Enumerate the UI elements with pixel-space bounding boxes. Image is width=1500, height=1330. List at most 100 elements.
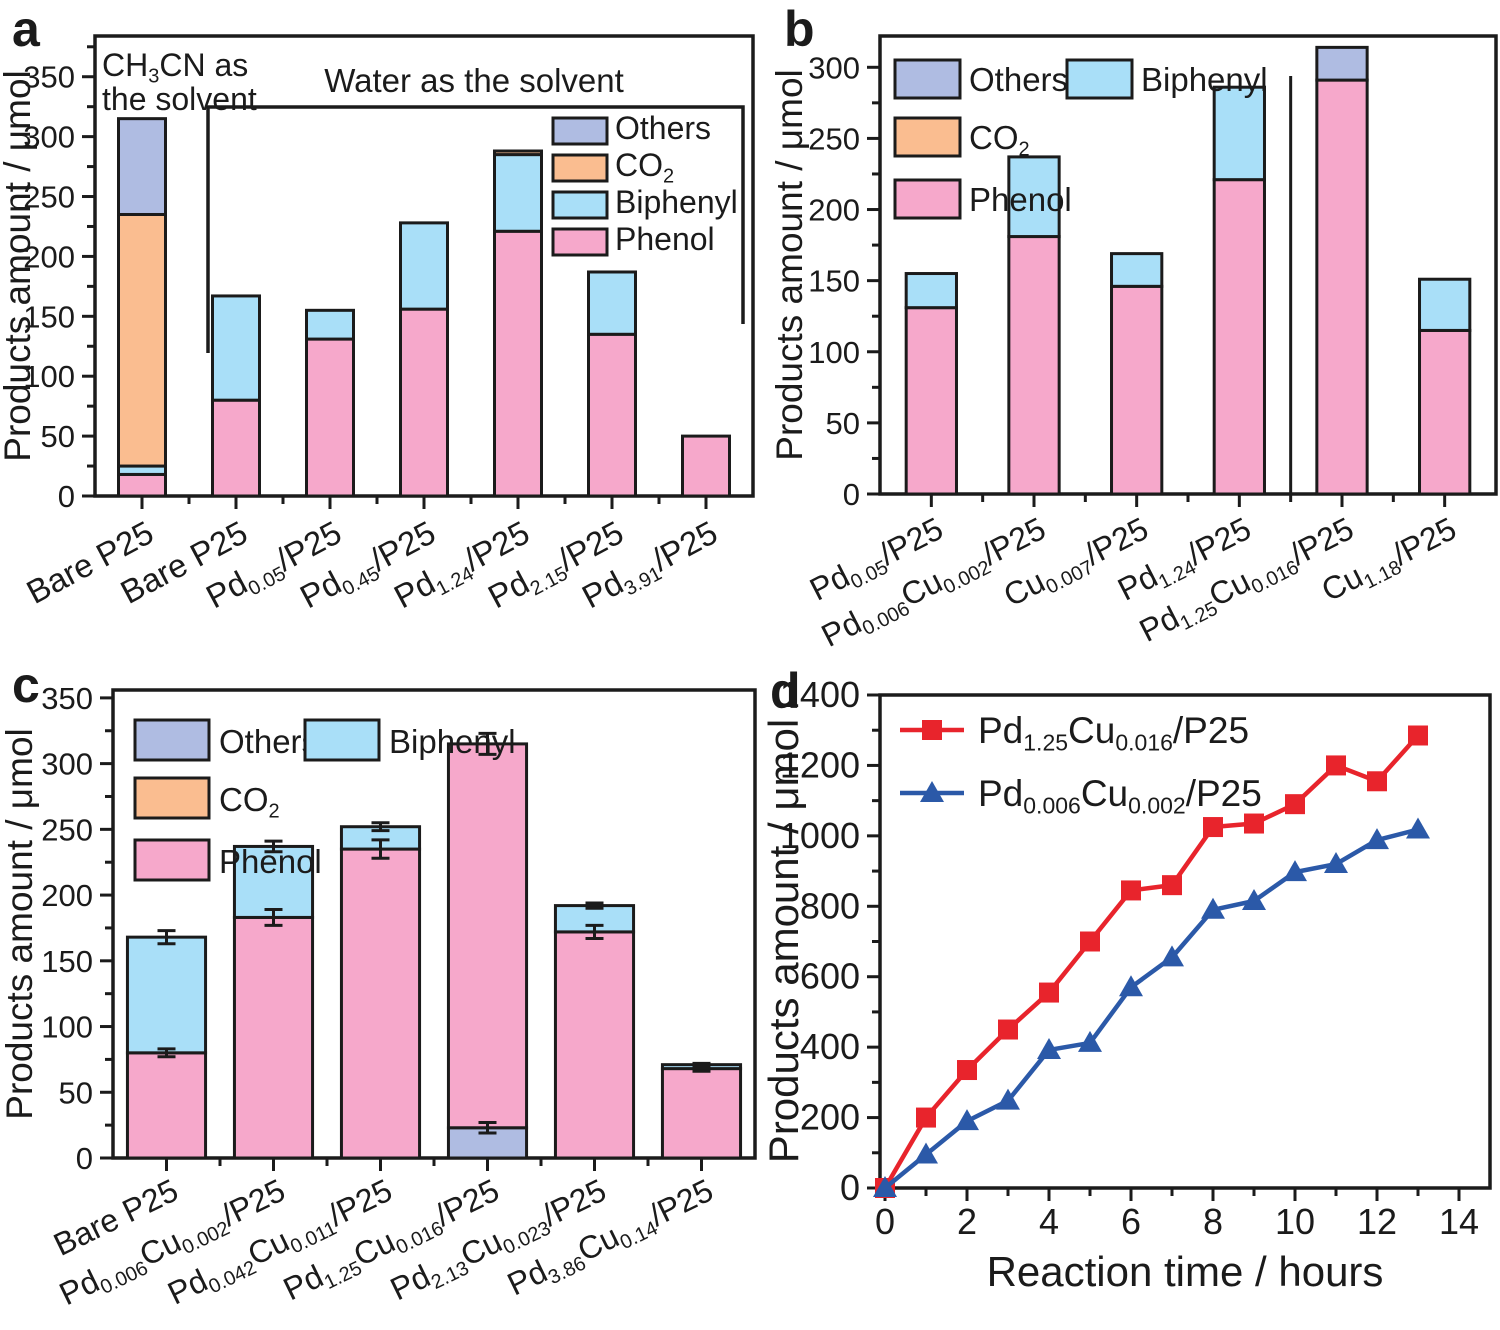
bar-segment-phenol xyxy=(305,337,355,498)
data-point-marker-triangle xyxy=(1406,817,1430,839)
x-tick-label: 4 xyxy=(1039,1201,1059,1242)
bar-segment-biphenyl xyxy=(587,270,637,336)
y-tick-label: 50 xyxy=(59,1075,93,1110)
data-point-marker-square xyxy=(1285,794,1305,815)
bar-segment-biphenyl xyxy=(1418,277,1472,332)
legend-swatch-others xyxy=(133,718,211,762)
data-point-marker-triangle xyxy=(1160,945,1184,967)
y-tick-label: 50 xyxy=(826,406,860,441)
y-tick-label: 1200 xyxy=(780,744,860,785)
solvent-group-bracket xyxy=(206,105,745,353)
bar-segment-phenol xyxy=(1315,78,1369,496)
y-tick-label: 200 xyxy=(808,193,860,228)
data-point-marker-square xyxy=(1121,880,1141,901)
y-tick-label: 50 xyxy=(41,419,75,454)
legend-label-biphenyl: Biphenyl xyxy=(389,723,516,760)
bar-segment-biphenyl xyxy=(211,294,261,402)
y-tick-label: 350 xyxy=(41,681,93,716)
legend-swatch-phenol xyxy=(133,838,211,882)
bar-segment-phenol xyxy=(211,398,261,498)
x-tick-label: 8 xyxy=(1203,1201,1223,1242)
x-tick-label: 0 xyxy=(875,1201,895,1242)
data-point-marker-triangle xyxy=(1283,860,1307,882)
data-point-marker-triangle xyxy=(996,1088,1020,1110)
data-point-marker-square xyxy=(1039,982,1059,1003)
bar-segment-phenol xyxy=(1007,235,1061,496)
bar-segment-biphenyl xyxy=(1212,85,1266,182)
y-tick-label: 150 xyxy=(41,944,93,979)
legend-label-co2: CO2 xyxy=(615,147,674,187)
bar-segment-phenol xyxy=(587,332,637,498)
data-point-marker-square xyxy=(998,1019,1018,1040)
panel-d-chart: 0 200 400 600 800 1000 1200 1400 0 2 4 6 8 10 12 14 Pd1.… xyxy=(760,674,1492,1295)
y-tick-label: 100 xyxy=(41,1010,93,1045)
legend-swatch-co2 xyxy=(133,776,211,820)
x-tick-label: 6 xyxy=(1121,1201,1141,1242)
bar-segment-phenol xyxy=(339,847,422,1160)
bar-segment-biphenyl xyxy=(305,308,355,341)
panel-b-chart: 050100150200250300Pd0.05/P25Pd0.006Cu0.0… xyxy=(769,34,1498,654)
data-point-marker-triangle xyxy=(1037,1037,1061,1059)
y-tick-label: 300 xyxy=(41,747,93,782)
y-tick-label: 0 xyxy=(843,477,860,512)
x-axis-label: Reaction time / hours xyxy=(987,1248,1384,1295)
y-axis-label: Products amount / μmol xyxy=(0,728,40,1119)
legend-swatch-co2 xyxy=(551,153,609,183)
bar-segment-phenol xyxy=(660,1067,743,1160)
series-line-1 xyxy=(883,827,1419,1190)
y-tick-label: 400 xyxy=(800,1026,860,1067)
y-tick-label: 150 xyxy=(23,299,75,334)
y-tick-label: 100 xyxy=(808,335,860,370)
plot-box xyxy=(878,34,1498,496)
y-tick-label: 1000 xyxy=(780,815,860,856)
panel-a-letter: a xyxy=(12,1,40,57)
panel-b-letter: b xyxy=(784,1,815,57)
data-point-marker-square xyxy=(1080,931,1100,952)
y-tick-label: 0 xyxy=(76,1141,93,1176)
data-point-marker-triangle xyxy=(873,1176,897,1197)
legend-marker-square xyxy=(922,720,942,740)
bar-segment-biphenyl xyxy=(493,153,543,233)
legend-swatch-phenol xyxy=(551,227,609,257)
legend-marker-triangle xyxy=(920,781,944,802)
annotation-text: the solvent xyxy=(102,81,257,117)
bar-segment-co2 xyxy=(117,212,167,468)
bar-segment-phenol xyxy=(125,1051,208,1160)
legend-label-series-1: Pd0.006Cu0.002/P25 xyxy=(978,773,1262,818)
bar-segment-phenol xyxy=(1212,178,1266,496)
annotation-text: CH3CN as xyxy=(102,47,248,87)
legend-label-phenol: Phenol xyxy=(969,181,1072,218)
legend-label-co2: CO2 xyxy=(969,119,1030,161)
legend-label-phenol: Phenol xyxy=(219,843,322,880)
legend-swatch-others xyxy=(551,116,609,146)
bar-segment-phenol xyxy=(446,742,529,1130)
y-tick-label: 250 xyxy=(808,121,860,156)
bar-segment-phenol xyxy=(1418,328,1472,496)
x-tick-label: 14 xyxy=(1439,1201,1479,1242)
bar-segment-phenol xyxy=(493,229,543,498)
legend-label-others: Others xyxy=(219,723,318,760)
data-point-marker-triangle xyxy=(1078,1030,1102,1052)
y-tick-label: 1400 xyxy=(780,674,860,715)
data-point-marker-square xyxy=(1326,755,1346,776)
bar-segment-phenol xyxy=(1110,284,1164,496)
legend-label-co2: CO2 xyxy=(219,781,280,823)
y-tick-label: 800 xyxy=(800,885,860,926)
legend-swatch-others xyxy=(893,58,962,100)
panel-c-letter: c xyxy=(12,657,40,713)
data-point-marker-square xyxy=(1162,875,1182,896)
y-tick-label: 0 xyxy=(840,1167,860,1208)
y-tick-label: 200 xyxy=(41,878,93,913)
legend-label-biphenyl: Biphenyl xyxy=(615,184,738,220)
legend-label-others: Others xyxy=(615,110,711,146)
bar-segment-others xyxy=(1315,45,1369,82)
data-point-marker-triangle xyxy=(1242,889,1266,911)
y-tick-label: 200 xyxy=(23,239,75,274)
bar-segment-biphenyl xyxy=(904,272,958,310)
bar-segment-phenol xyxy=(117,472,167,498)
legend-swatch-biphenyl xyxy=(1065,58,1134,100)
y-tick-label: 600 xyxy=(800,956,860,997)
data-point-marker-square xyxy=(957,1060,977,1081)
legend-swatch-co2 xyxy=(893,116,962,158)
